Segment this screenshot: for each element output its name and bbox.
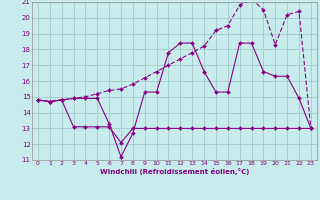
- X-axis label: Windchill (Refroidissement éolien,°C): Windchill (Refroidissement éolien,°C): [100, 168, 249, 175]
